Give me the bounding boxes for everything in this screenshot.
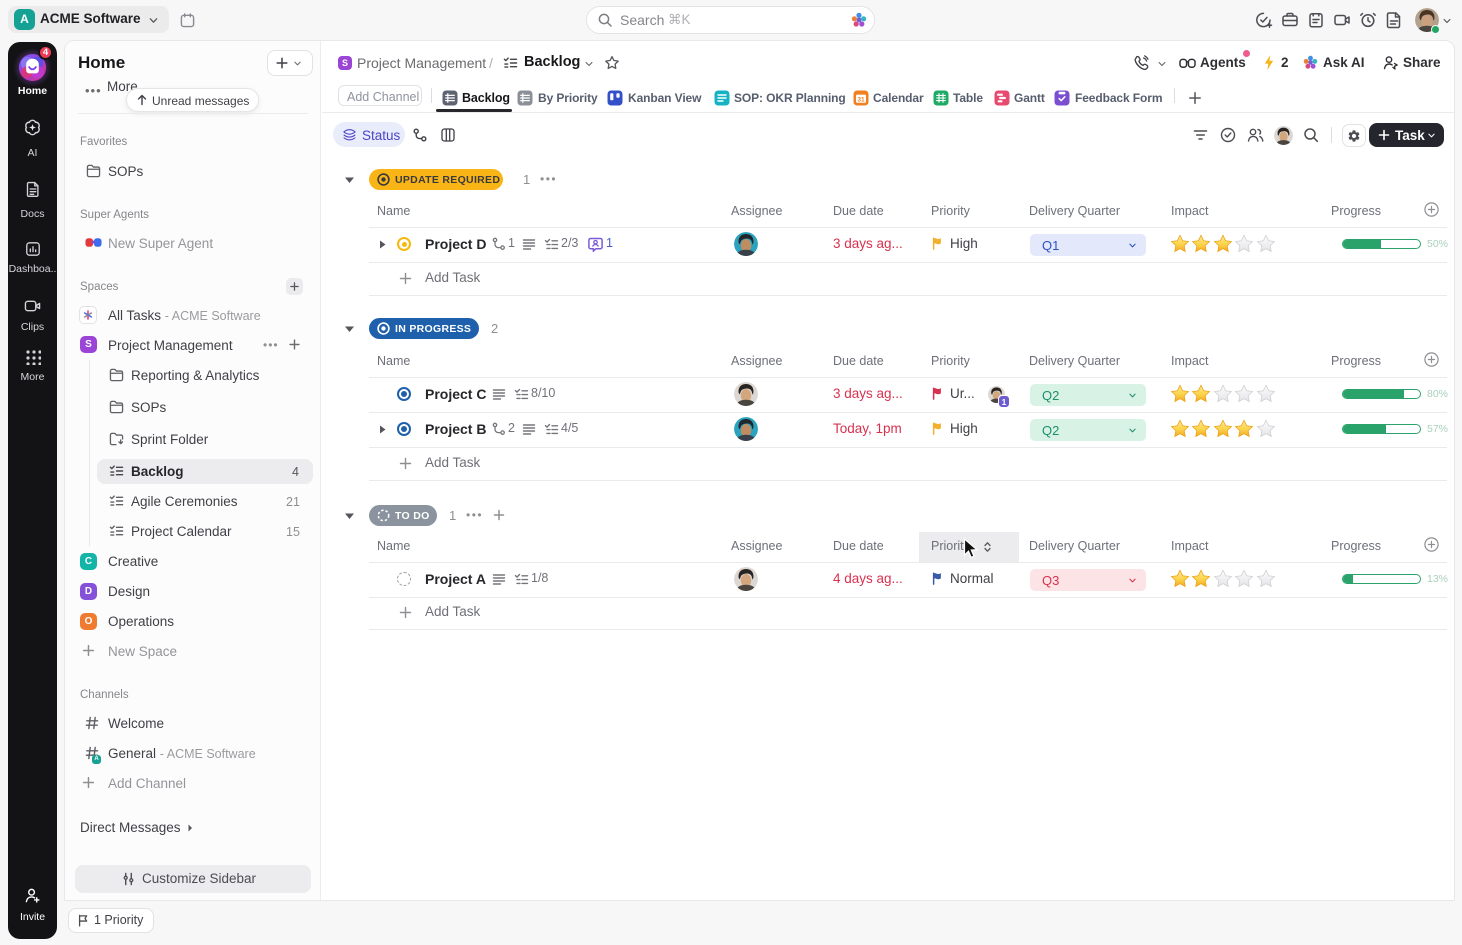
svg-text:31: 31 xyxy=(857,96,865,103)
